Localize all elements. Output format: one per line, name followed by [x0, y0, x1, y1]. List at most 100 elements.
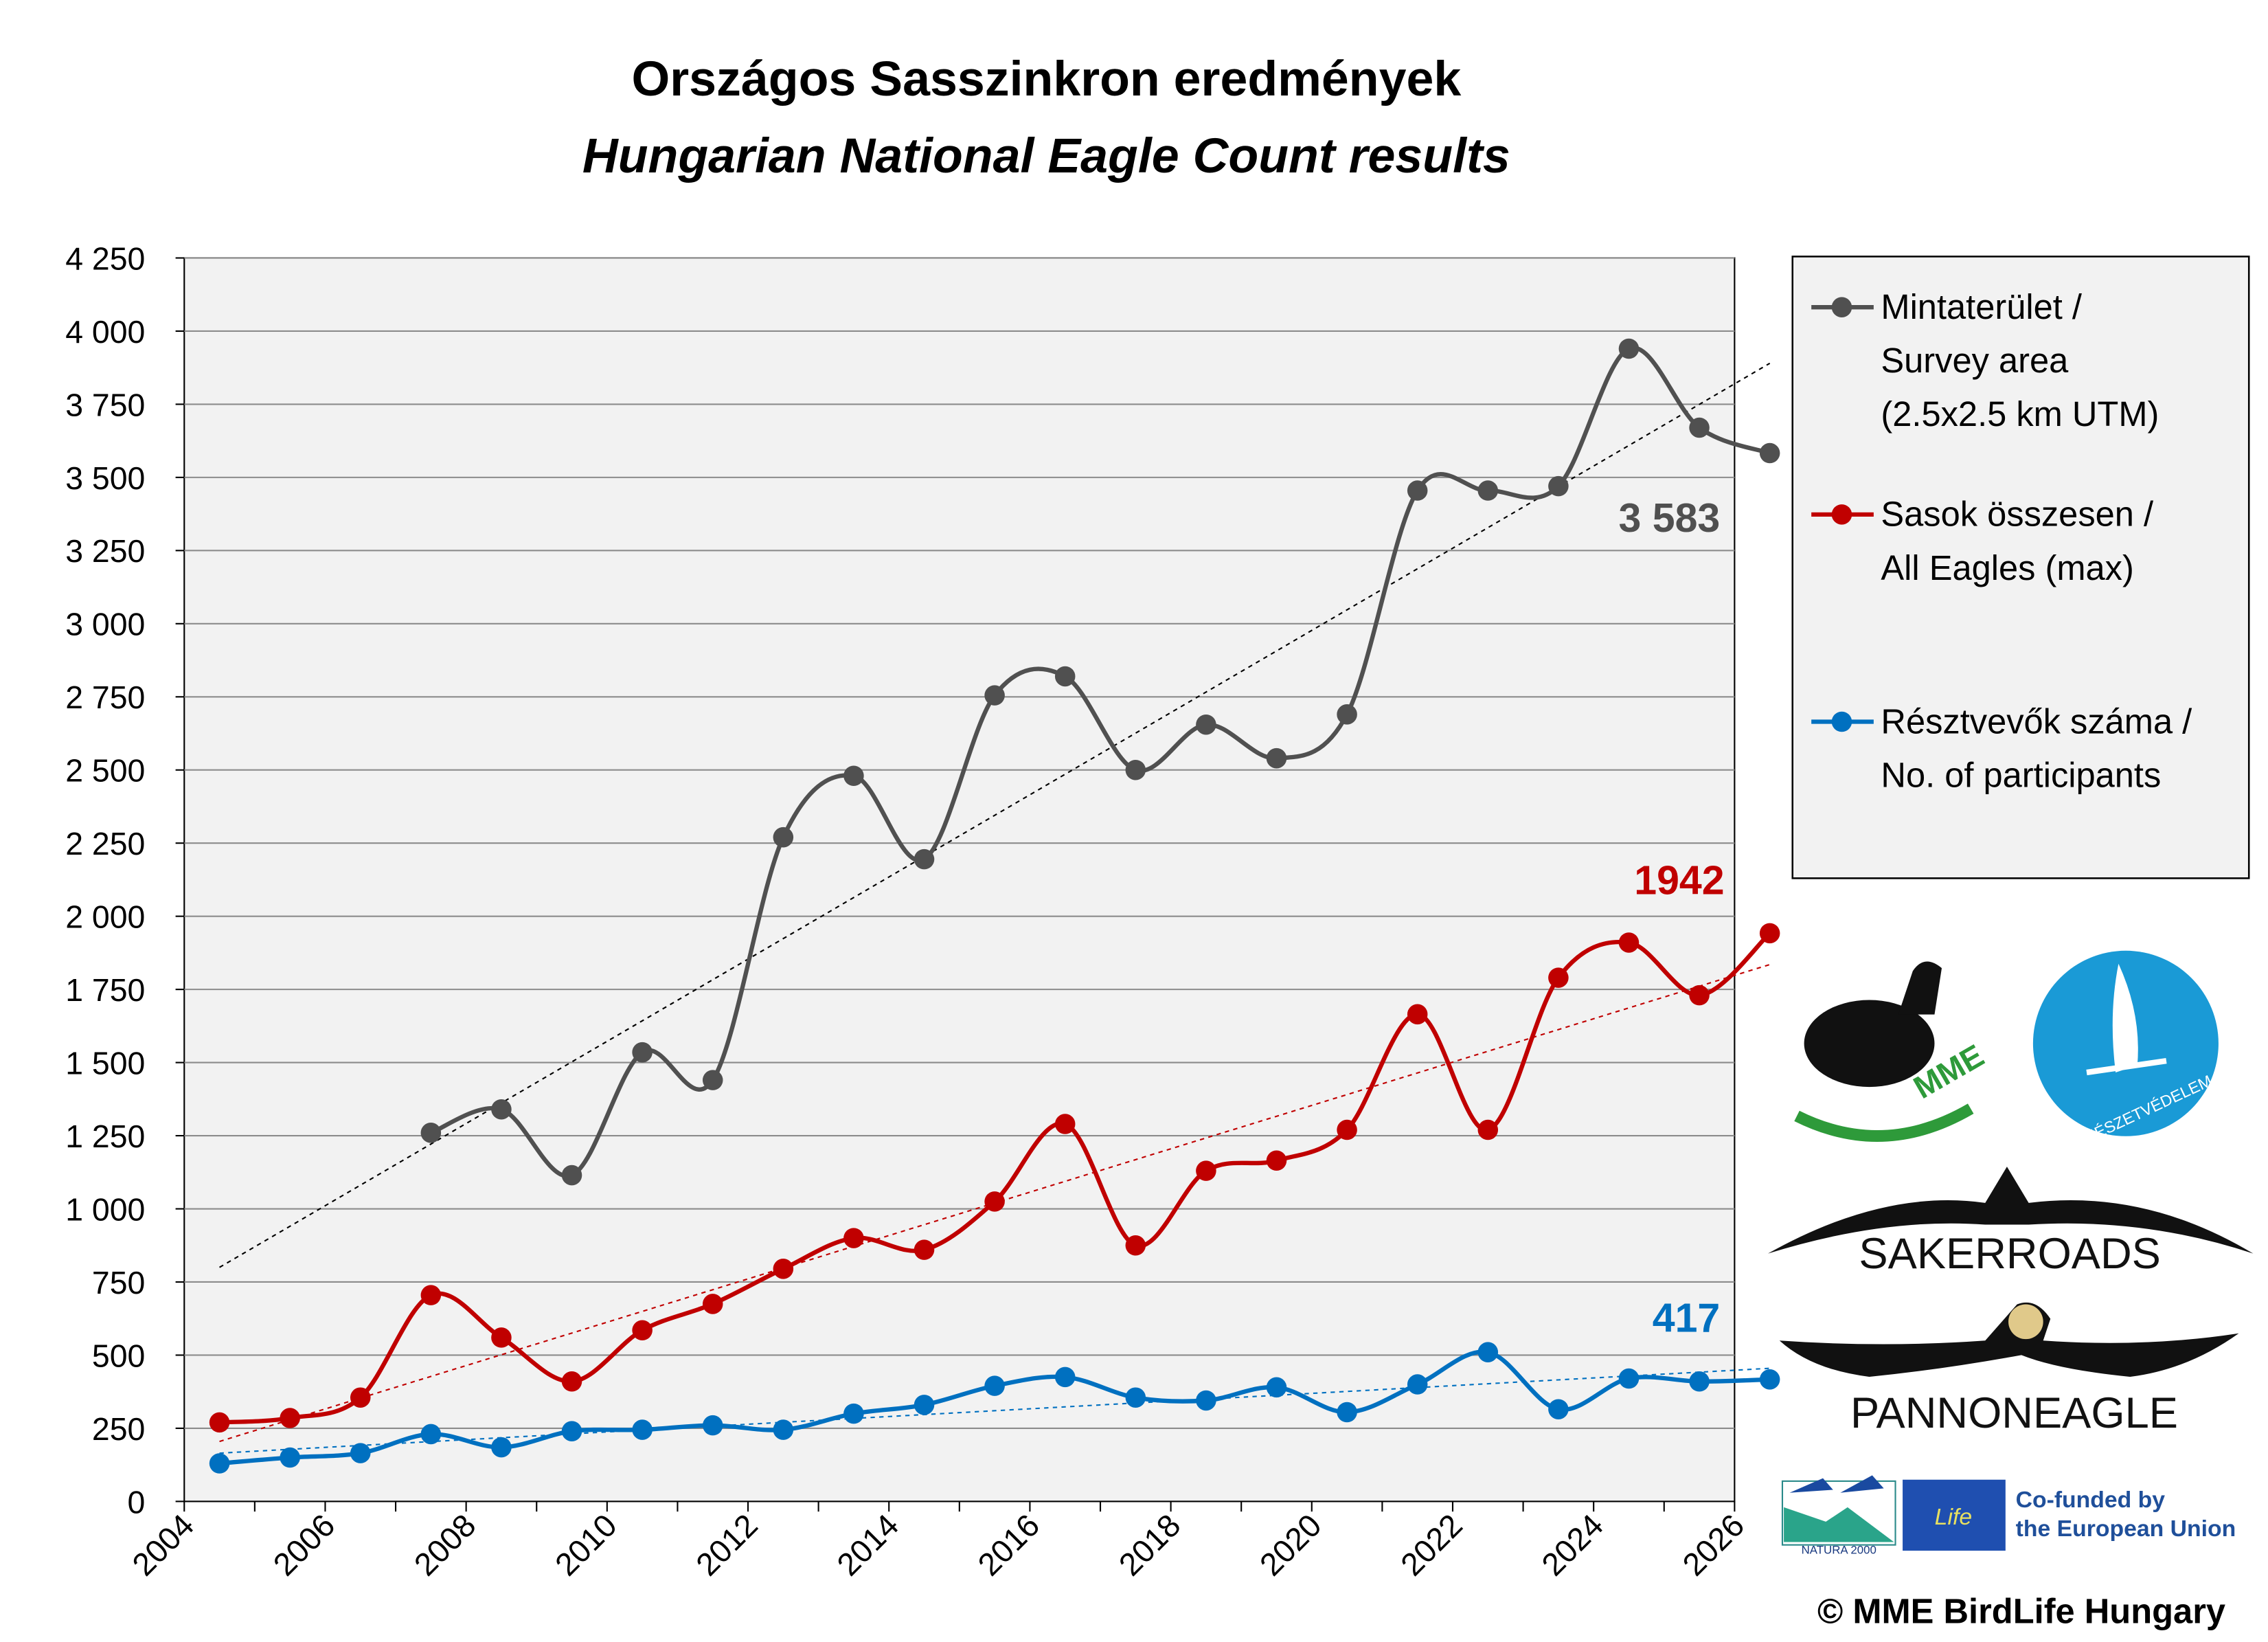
data-point [1125, 759, 1146, 780]
pannoneagle-logo: PANNONEAGLE [1779, 1302, 2239, 1437]
data-point [702, 1070, 723, 1090]
y-tick-label: 250 [92, 1411, 145, 1447]
data-point [1125, 1235, 1146, 1256]
data-point [1689, 985, 1710, 1006]
data-point [1337, 704, 1357, 725]
gridlines [184, 257, 1735, 1429]
data-point [1759, 442, 1780, 464]
x-tick-label: 2010 [548, 1507, 624, 1583]
data-point [632, 1042, 653, 1063]
legend-item-2: Résztvevők száma / No. of participants [1811, 701, 2192, 794]
x-tick-label: 2022 [1394, 1507, 1469, 1583]
x-tick-label: 2012 [689, 1507, 764, 1583]
y-tick-label: 0 [127, 1484, 145, 1520]
life-text: Life [1935, 1504, 1972, 1530]
legend-label: Mintaterület / [1881, 287, 2082, 326]
data-point [1548, 1399, 1569, 1420]
y-tick-label: 750 [92, 1265, 145, 1301]
data-point [1477, 1342, 1499, 1362]
data-point [1759, 1369, 1780, 1390]
data-point [1407, 1004, 1428, 1025]
data-point [1548, 475, 1569, 497]
y-tick-label: 1 500 [65, 1045, 145, 1081]
data-point [1407, 1374, 1428, 1395]
data-point [1125, 1387, 1146, 1408]
y-tick-label: 3 500 [65, 460, 145, 496]
legend: Mintaterület / Survey area (2.5x2.5 km UTM… [1791, 256, 2250, 879]
data-point [1548, 967, 1569, 988]
data-point [773, 1259, 794, 1279]
legend-marker [1831, 297, 1852, 317]
natura2000-logo: NATURA 2000 [1781, 1475, 1896, 1556]
x-tick-label: 2026 [1676, 1507, 1751, 1583]
chart-title: Országos Sasszinkron eredmények [631, 52, 1461, 106]
data-point [1266, 1150, 1287, 1171]
data-point [1337, 1119, 1357, 1140]
data-point [1759, 923, 1780, 944]
data-point [984, 1191, 1005, 1212]
data-point [420, 1424, 442, 1445]
data-point [1689, 1371, 1710, 1392]
data-point [350, 1443, 371, 1463]
legend-label: All Eagles (max) [1881, 548, 2133, 587]
y-tick-label: 1 750 [65, 972, 145, 1008]
y-tick-label: 3 000 [65, 607, 145, 642]
legend-item-1: Sasok összesen / All Eagles (max) [1811, 495, 2154, 587]
data-point [1196, 1390, 1216, 1411]
y-tick-label: 3 250 [65, 533, 145, 569]
y-axis: 0 250 500 750 1 000 1 250 1 500 1 750 2 000 2 250… [65, 240, 185, 1520]
data-point [914, 848, 935, 870]
series-0: 3 583 [219, 338, 1780, 1268]
data-point [1477, 480, 1499, 501]
x-tick-label: 2024 [1534, 1507, 1610, 1583]
y-tick-label: 2 750 [65, 679, 145, 715]
x-tick-label: 2008 [407, 1507, 483, 1583]
sakerroads-text: SAKERROADS [1859, 1230, 2160, 1278]
data-point [1054, 1367, 1076, 1388]
data-point [561, 1421, 582, 1441]
series-2: 417 [209, 1296, 1780, 1474]
data-point [914, 1395, 935, 1415]
data-point [209, 1412, 230, 1433]
data-point [561, 1371, 582, 1392]
sakerroads-logo: SAKERROADS [1767, 1167, 2254, 1278]
y-tick-label: 4 250 [65, 240, 145, 276]
trendline [219, 362, 1771, 1268]
end-value-label: 417 [1653, 1296, 1721, 1341]
legend-item-0: Mintaterület / Survey area (2.5x2.5 km UTM… [1811, 287, 2159, 434]
data-point [420, 1285, 442, 1305]
trendline [219, 1367, 1770, 1454]
y-tick-label: 2 500 [65, 753, 145, 789]
data-point [1618, 932, 1640, 953]
series-1: 1942 [209, 858, 1780, 1443]
data-point [1618, 1368, 1640, 1389]
y-tick-label: 3 750 [65, 387, 145, 423]
end-value-label: 1942 [1634, 858, 1724, 903]
chart-subtitle: Hungarian National Eagle Count results [582, 128, 1510, 183]
data-point [280, 1447, 300, 1468]
data-point [1618, 338, 1640, 359]
eu-cofunded-line2: the European Union [2016, 1516, 2236, 1542]
data-point [632, 1320, 653, 1341]
legend-label: (2.5x2.5 km UTM) [1881, 394, 2159, 434]
data-point [984, 1375, 1005, 1396]
natura2000-text: NATURA 2000 [1802, 1543, 1876, 1556]
termeszetvedelem-logo: TERMÉSZETVÉDELEM [2032, 950, 2219, 1160]
data-point [1196, 714, 1216, 735]
data-point [1196, 1160, 1216, 1181]
data-point [843, 1228, 864, 1248]
y-tick-label: 2 000 [65, 899, 145, 935]
y-tick-label: 1 250 [65, 1118, 145, 1154]
x-tick-label: 2018 [1112, 1507, 1188, 1583]
legend-label: Sasok összesen / [1881, 495, 2154, 534]
data-point [702, 1415, 723, 1436]
data-point [491, 1437, 512, 1458]
data-point [491, 1327, 512, 1348]
y-tick-label: 2 250 [65, 826, 145, 862]
mme-logo: MME [1794, 961, 1990, 1142]
data-point [1266, 1377, 1287, 1398]
data-point [984, 685, 1005, 706]
series-group: 3 583 1942 417 [209, 338, 1780, 1474]
data-point [773, 826, 794, 848]
